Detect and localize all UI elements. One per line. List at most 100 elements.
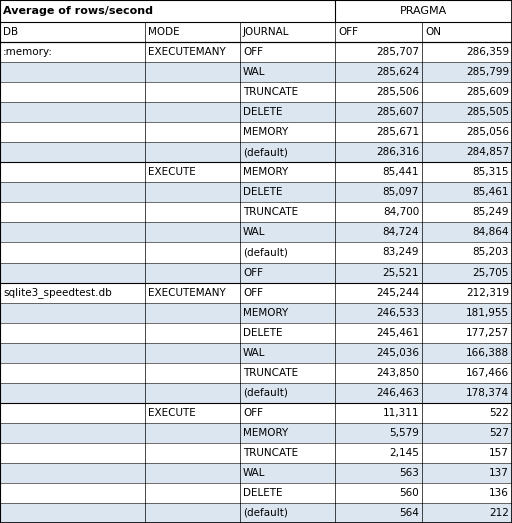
Text: 286,316: 286,316 [376, 147, 419, 157]
Text: 137: 137 [489, 468, 509, 478]
Bar [0, 62, 512, 82]
Bar [0, 183, 512, 202]
Bar [0, 222, 512, 243]
Bar [0, 303, 512, 323]
Text: 212,319: 212,319 [466, 288, 509, 298]
Text: 84,724: 84,724 [382, 228, 419, 237]
Text: OFF: OFF [243, 408, 263, 418]
Bar [0, 82, 512, 102]
Text: 243,850: 243,850 [376, 368, 419, 378]
Text: 166,388: 166,388 [466, 348, 509, 358]
Text: 286,359: 286,359 [466, 47, 509, 57]
Bar [0, 282, 512, 303]
Bar [0, 483, 512, 503]
Text: 85,441: 85,441 [382, 167, 419, 177]
Text: 564: 564 [399, 508, 419, 518]
Text: EXECUTE: EXECUTE [148, 408, 196, 418]
Text: 84,864: 84,864 [473, 228, 509, 237]
Bar [0, 102, 512, 122]
Text: DELETE: DELETE [243, 327, 283, 338]
Text: WAL: WAL [243, 348, 266, 358]
Text: 85,203: 85,203 [473, 247, 509, 257]
Text: 246,533: 246,533 [376, 308, 419, 317]
Text: 157: 157 [489, 448, 509, 458]
Text: 5,579: 5,579 [389, 428, 419, 438]
Text: (default): (default) [243, 508, 288, 518]
Text: TRUNCATE: TRUNCATE [243, 208, 298, 218]
Text: 136: 136 [489, 488, 509, 498]
Text: ON: ON [425, 27, 441, 37]
Bar [0, 343, 512, 362]
Text: 245,244: 245,244 [376, 288, 419, 298]
Text: 181,955: 181,955 [466, 308, 509, 317]
Text: 85,097: 85,097 [382, 187, 419, 197]
Text: 212: 212 [489, 508, 509, 518]
Text: WAL: WAL [243, 228, 266, 237]
Text: 285,671: 285,671 [376, 127, 419, 137]
Text: 167,466: 167,466 [466, 368, 509, 378]
Text: TRUNCATE: TRUNCATE [243, 448, 298, 458]
Bar [0, 463, 512, 483]
Text: 284,857: 284,857 [466, 147, 509, 157]
Bar [0, 243, 512, 263]
Text: 285,624: 285,624 [376, 67, 419, 77]
Bar [0, 263, 512, 282]
Text: 178,374: 178,374 [466, 388, 509, 398]
Text: 285,056: 285,056 [466, 127, 509, 137]
Text: WAL: WAL [243, 468, 266, 478]
Text: PRAGMA: PRAGMA [400, 6, 447, 16]
Text: (default): (default) [243, 147, 288, 157]
Text: 85,461: 85,461 [473, 187, 509, 197]
Text: TRUNCATE: TRUNCATE [243, 368, 298, 378]
Text: MEMORY: MEMORY [243, 167, 288, 177]
Bar [0, 383, 512, 403]
Text: 25,705: 25,705 [473, 268, 509, 278]
Text: 2,145: 2,145 [389, 448, 419, 458]
Text: MEMORY: MEMORY [243, 308, 288, 317]
Text: 11,311: 11,311 [382, 408, 419, 418]
Bar [0, 323, 512, 343]
Text: MEMORY: MEMORY [243, 428, 288, 438]
Bar [0, 362, 512, 383]
Text: TRUNCATE: TRUNCATE [243, 87, 298, 97]
Bar [0, 162, 512, 183]
Text: 285,607: 285,607 [376, 107, 419, 117]
Text: 285,799: 285,799 [466, 67, 509, 77]
Bar [0, 0, 512, 22]
Text: 85,315: 85,315 [473, 167, 509, 177]
Text: DB: DB [3, 27, 18, 37]
Text: sqlite3_speedtest.db: sqlite3_speedtest.db [3, 287, 112, 298]
Text: 246,463: 246,463 [376, 388, 419, 398]
Bar [0, 22, 512, 42]
Text: 83,249: 83,249 [382, 247, 419, 257]
Bar [0, 403, 512, 423]
Text: OFF: OFF [243, 47, 263, 57]
Bar [0, 503, 512, 523]
Bar [0, 122, 512, 142]
Text: JOURNAL: JOURNAL [243, 27, 289, 37]
Text: 285,707: 285,707 [376, 47, 419, 57]
Text: 177,257: 177,257 [466, 327, 509, 338]
Text: (default): (default) [243, 247, 288, 257]
Bar [0, 423, 512, 443]
Text: MEMORY: MEMORY [243, 127, 288, 137]
Text: 527: 527 [489, 428, 509, 438]
Text: 85,249: 85,249 [473, 208, 509, 218]
Text: 560: 560 [399, 488, 419, 498]
Text: :memory:: :memory: [3, 47, 53, 57]
Text: OFF: OFF [243, 268, 263, 278]
Text: WAL: WAL [243, 67, 266, 77]
Text: OFF: OFF [338, 27, 358, 37]
Text: EXECUTE: EXECUTE [148, 167, 196, 177]
Text: Average of rows/second: Average of rows/second [3, 6, 153, 16]
Text: (default): (default) [243, 388, 288, 398]
Text: 563: 563 [399, 468, 419, 478]
Bar [0, 443, 512, 463]
Text: 84,700: 84,700 [383, 208, 419, 218]
Text: 285,609: 285,609 [466, 87, 509, 97]
Text: 245,461: 245,461 [376, 327, 419, 338]
Bar [0, 142, 512, 162]
Text: OFF: OFF [243, 288, 263, 298]
Text: EXECUTEMANY: EXECUTEMANY [148, 288, 226, 298]
Bar [0, 202, 512, 222]
